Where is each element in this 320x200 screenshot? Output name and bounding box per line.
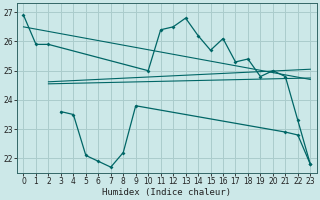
X-axis label: Humidex (Indice chaleur): Humidex (Indice chaleur) — [102, 188, 231, 197]
